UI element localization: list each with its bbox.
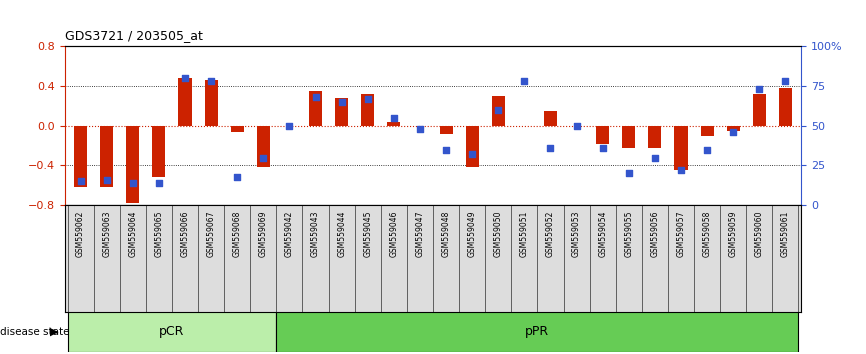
Point [517, 78, 531, 84]
Point [282, 123, 296, 129]
Bar [623, 126, 636, 148]
Text: GSM559049: GSM559049 [468, 211, 476, 257]
Bar [387, 122, 400, 126]
Bar [779, 88, 792, 126]
Point [491, 107, 505, 113]
Bar [361, 94, 374, 126]
Text: GSM559042: GSM559042 [285, 211, 294, 257]
Text: GSM559043: GSM559043 [311, 211, 320, 257]
Point [753, 86, 766, 92]
Bar [675, 126, 688, 171]
Bar [492, 96, 505, 126]
Text: GSM559062: GSM559062 [76, 211, 85, 257]
Text: GSM559044: GSM559044 [337, 211, 346, 257]
Point [387, 115, 401, 120]
Point [674, 167, 688, 173]
Bar [152, 126, 165, 177]
Bar [727, 126, 740, 131]
Point [308, 94, 322, 100]
Text: GSM559053: GSM559053 [572, 211, 581, 257]
Point [544, 145, 558, 151]
Point [622, 171, 636, 176]
Bar [68, 312, 276, 352]
Point [230, 174, 244, 179]
Bar [440, 126, 453, 133]
Text: GSM559052: GSM559052 [546, 211, 555, 257]
Bar [276, 312, 798, 352]
Text: GSM559057: GSM559057 [676, 211, 686, 257]
Text: GSM559055: GSM559055 [624, 211, 633, 257]
Bar [596, 126, 609, 144]
Point [126, 180, 139, 186]
Text: GSM559051: GSM559051 [520, 211, 529, 257]
Text: GSM559056: GSM559056 [650, 211, 659, 257]
Bar [701, 126, 714, 136]
Bar [544, 111, 557, 126]
Point [596, 145, 610, 151]
Bar [309, 91, 322, 126]
Bar [100, 126, 113, 187]
Point [700, 147, 714, 152]
Text: ▶: ▶ [49, 327, 58, 337]
Text: GSM559061: GSM559061 [781, 211, 790, 257]
Point [413, 126, 427, 132]
Text: GSM559069: GSM559069 [259, 211, 268, 257]
Point [361, 96, 375, 101]
Point [74, 178, 87, 184]
Bar [230, 126, 243, 132]
Bar [335, 98, 348, 126]
Text: GSM559047: GSM559047 [416, 211, 424, 257]
Bar [178, 78, 191, 126]
Point [465, 152, 479, 157]
Bar [74, 126, 87, 187]
Text: disease state: disease state [0, 327, 69, 337]
Point [648, 155, 662, 160]
Point [100, 177, 113, 183]
Text: GSM559048: GSM559048 [442, 211, 450, 257]
Point [152, 180, 166, 186]
Text: GSM559054: GSM559054 [598, 211, 607, 257]
Text: pPR: pPR [526, 325, 549, 338]
Text: pCR: pCR [159, 325, 184, 338]
Text: GSM559067: GSM559067 [207, 211, 216, 257]
Point [335, 99, 349, 105]
Bar [466, 126, 479, 167]
Bar [649, 126, 662, 148]
Text: GSM559065: GSM559065 [154, 211, 164, 257]
Point [570, 123, 584, 129]
Text: GSM559063: GSM559063 [102, 211, 111, 257]
Text: GSM559068: GSM559068 [233, 211, 242, 257]
Text: GSM559050: GSM559050 [494, 211, 503, 257]
Text: GSM559059: GSM559059 [728, 211, 738, 257]
Text: GSM559046: GSM559046 [390, 211, 398, 257]
Point [204, 78, 218, 84]
Text: GDS3721 / 203505_at: GDS3721 / 203505_at [65, 29, 203, 42]
Text: GSM559066: GSM559066 [180, 211, 190, 257]
Text: GSM559058: GSM559058 [702, 211, 712, 257]
Point [779, 78, 792, 84]
Bar [753, 94, 766, 126]
Point [439, 147, 453, 152]
Bar [126, 126, 139, 203]
Point [256, 155, 270, 160]
Point [178, 75, 192, 81]
Text: GSM559060: GSM559060 [755, 211, 764, 257]
Bar [257, 126, 270, 167]
Point [727, 129, 740, 135]
Text: GSM559045: GSM559045 [363, 211, 372, 257]
Text: GSM559064: GSM559064 [128, 211, 138, 257]
Bar [204, 80, 217, 126]
